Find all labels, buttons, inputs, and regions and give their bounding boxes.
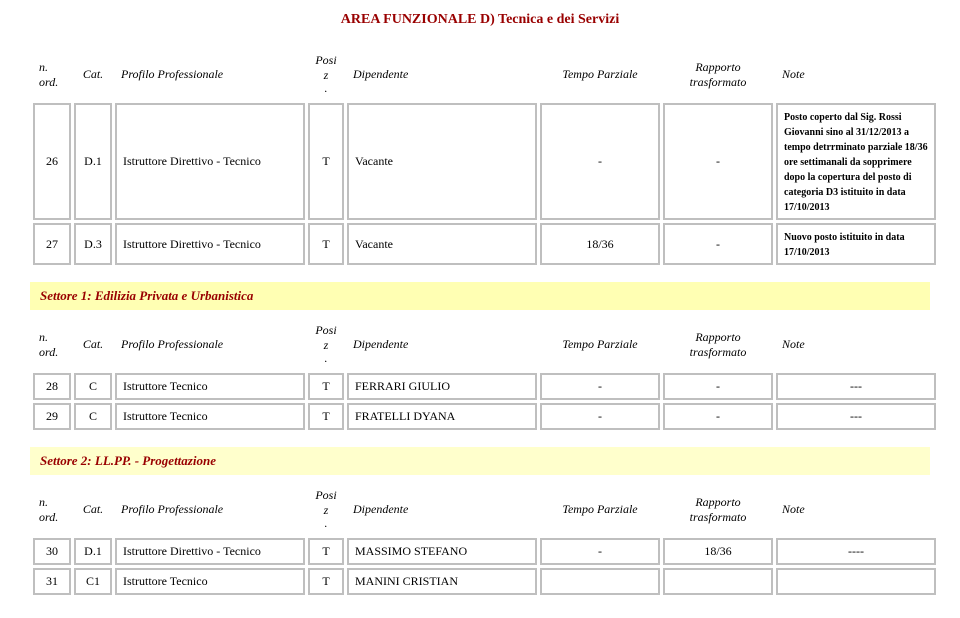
note-text: Nuovo posto istituito in data 17/10/2013: [784, 232, 905, 258]
posiz-label-bot: .: [314, 516, 338, 531]
cell-n: 27: [33, 223, 71, 265]
col-prof: Profilo Professionale: [115, 49, 305, 100]
cell-prof: Istruttore Tecnico: [115, 373, 305, 400]
col-prof: Profilo Professionale: [115, 484, 305, 535]
cell-posiz: T: [308, 403, 344, 430]
cell-prof: Istruttore Tecnico: [115, 568, 305, 595]
sector-2-title: Settore 2: LL.PP. - Progettazione: [30, 447, 930, 475]
col-rt: Rapporto trasformato: [663, 49, 773, 100]
cell-dip: Vacante: [347, 223, 537, 265]
cell-note: Posto coperto dal Sig. Rossi Giovanni si…: [776, 103, 936, 220]
posiz-label-top: Posiz: [314, 488, 338, 518]
cell-tp: -: [540, 373, 660, 400]
table-row: 26 D.1 Istruttore Direttivo - Tecnico T …: [33, 103, 936, 220]
posiz-label-top: Posiz: [314, 53, 338, 83]
cell-prof: Istruttore Direttivo - Tecnico: [115, 538, 305, 565]
col-note: Note: [776, 49, 936, 100]
col-posiz: Posiz .: [308, 319, 344, 370]
table-row: 31 C1 Istruttore Tecnico T MANINI CRISTI…: [33, 568, 936, 595]
table-row: 28 C Istruttore Tecnico T FERRARI GIULIO…: [33, 373, 936, 400]
col-dip: Dipendente: [347, 484, 537, 535]
cell-tp: -: [540, 403, 660, 430]
cell-n: 29: [33, 403, 71, 430]
cell-cat: D.3: [74, 223, 112, 265]
col-tp: Tempo Parziale: [540, 319, 660, 370]
cell-n: 30: [33, 538, 71, 565]
cell-note: ---: [776, 403, 936, 430]
cell-posiz: T: [308, 538, 344, 565]
cell-rt: 18/36: [663, 538, 773, 565]
table-sector-1: n. ord. Cat. Profilo Professionale Posiz…: [30, 316, 939, 433]
table-header-row: n. ord. Cat. Profilo Professionale Posiz…: [33, 319, 936, 370]
cell-n: 28: [33, 373, 71, 400]
cell-posiz: T: [308, 568, 344, 595]
table-row: 30 D.1 Istruttore Direttivo - Tecnico T …: [33, 538, 936, 565]
cell-n: 31: [33, 568, 71, 595]
table-row: 27 D.3 Istruttore Direttivo - Tecnico T …: [33, 223, 936, 265]
table-header-row: n. ord. Cat. Profilo Professionale Posiz…: [33, 484, 936, 535]
cell-dip: FERRARI GIULIO: [347, 373, 537, 400]
col-cat: Cat.: [74, 484, 112, 535]
cell-rt: -: [663, 103, 773, 220]
col-note: Note: [776, 319, 936, 370]
posiz-label-top: Posiz: [314, 323, 338, 353]
cell-n: 26: [33, 103, 71, 220]
cell-tp: -: [540, 103, 660, 220]
col-n-ord: n. ord.: [33, 319, 71, 370]
table-area-d: n. ord. Cat. Profilo Professionale Posiz…: [30, 46, 939, 268]
cell-cat: C: [74, 373, 112, 400]
cell-tp: 18/36: [540, 223, 660, 265]
table-header-row: n. ord. Cat. Profilo Professionale Posiz…: [33, 49, 936, 100]
cell-note: Nuovo posto istituito in data 17/10/2013: [776, 223, 936, 265]
cell-note: ----: [776, 538, 936, 565]
cell-dip: Vacante: [347, 103, 537, 220]
sector-1-title: Settore 1: Edilizia Privata e Urbanistic…: [30, 282, 930, 310]
col-n-ord: n. ord.: [33, 49, 71, 100]
col-cat: Cat.: [74, 319, 112, 370]
cell-prof: Istruttore Direttivo - Tecnico: [115, 223, 305, 265]
cell-prof: Istruttore Direttivo - Tecnico: [115, 103, 305, 220]
col-tp: Tempo Parziale: [540, 484, 660, 535]
col-dip: Dipendente: [347, 319, 537, 370]
cell-cat: C1: [74, 568, 112, 595]
posiz-label-bot: .: [314, 81, 338, 96]
col-rt: Rapporto trasformato: [663, 484, 773, 535]
table-row: 29 C Istruttore Tecnico T FRATELLI DYANA…: [33, 403, 936, 430]
cell-note: [776, 568, 936, 595]
cell-posiz: T: [308, 103, 344, 220]
table-sector-2: n. ord. Cat. Profilo Professionale Posiz…: [30, 481, 939, 598]
cell-cat: D.1: [74, 538, 112, 565]
cell-posiz: T: [308, 373, 344, 400]
cell-rt: -: [663, 373, 773, 400]
cell-tp: [540, 568, 660, 595]
cell-dip: MANINI CRISTIAN: [347, 568, 537, 595]
cell-dip: MASSIMO STEFANO: [347, 538, 537, 565]
col-note: Note: [776, 484, 936, 535]
cell-rt: -: [663, 223, 773, 265]
cell-rt: [663, 568, 773, 595]
col-posiz: Posiz .: [308, 49, 344, 100]
cell-prof: Istruttore Tecnico: [115, 403, 305, 430]
cell-rt: -: [663, 403, 773, 430]
col-prof: Profilo Professionale: [115, 319, 305, 370]
cell-posiz: T: [308, 223, 344, 265]
cell-cat: C: [74, 403, 112, 430]
col-posiz: Posiz .: [308, 484, 344, 535]
col-dip: Dipendente: [347, 49, 537, 100]
col-cat: Cat.: [74, 49, 112, 100]
posiz-label-bot: .: [314, 351, 338, 366]
cell-cat: D.1: [74, 103, 112, 220]
col-rt: Rapporto trasformato: [663, 319, 773, 370]
cell-dip: FRATELLI DYANA: [347, 403, 537, 430]
area-title: AREA FUNZIONALE D) Tecnica e dei Servizi: [30, 12, 930, 28]
col-n-ord: n. ord.: [33, 484, 71, 535]
cell-tp: -: [540, 538, 660, 565]
cell-note: ---: [776, 373, 936, 400]
col-tp: Tempo Parziale: [540, 49, 660, 100]
note-text: Posto coperto dal Sig. Rossi Giovanni si…: [784, 112, 928, 213]
